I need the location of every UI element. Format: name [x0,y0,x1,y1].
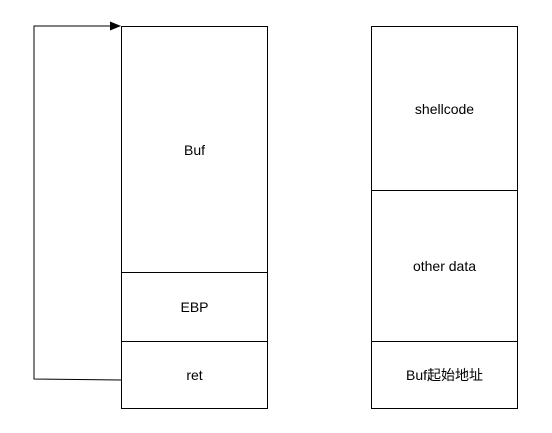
return-arrow-line [33,25,122,381]
ret-label: ret [186,367,203,383]
ebp-label: EBP [180,299,209,315]
stack-cell-ebp: EBP [121,272,268,342]
other-data-label: other data [412,258,477,274]
shellcode-label: shellcode [414,100,475,117]
buf-label: Buf [183,141,205,158]
return-arrow-head [110,21,121,31]
payload-cell-other-data: other data [371,190,518,342]
buf-start-label: Buf起始地址 [405,367,483,383]
stack-cell-buf: Buf [121,26,268,273]
stack-cell-ret: ret [121,341,268,409]
payload-cell-buf-start: Buf起始地址 [371,341,518,409]
payload-cell-shellcode: shellcode [371,26,518,191]
